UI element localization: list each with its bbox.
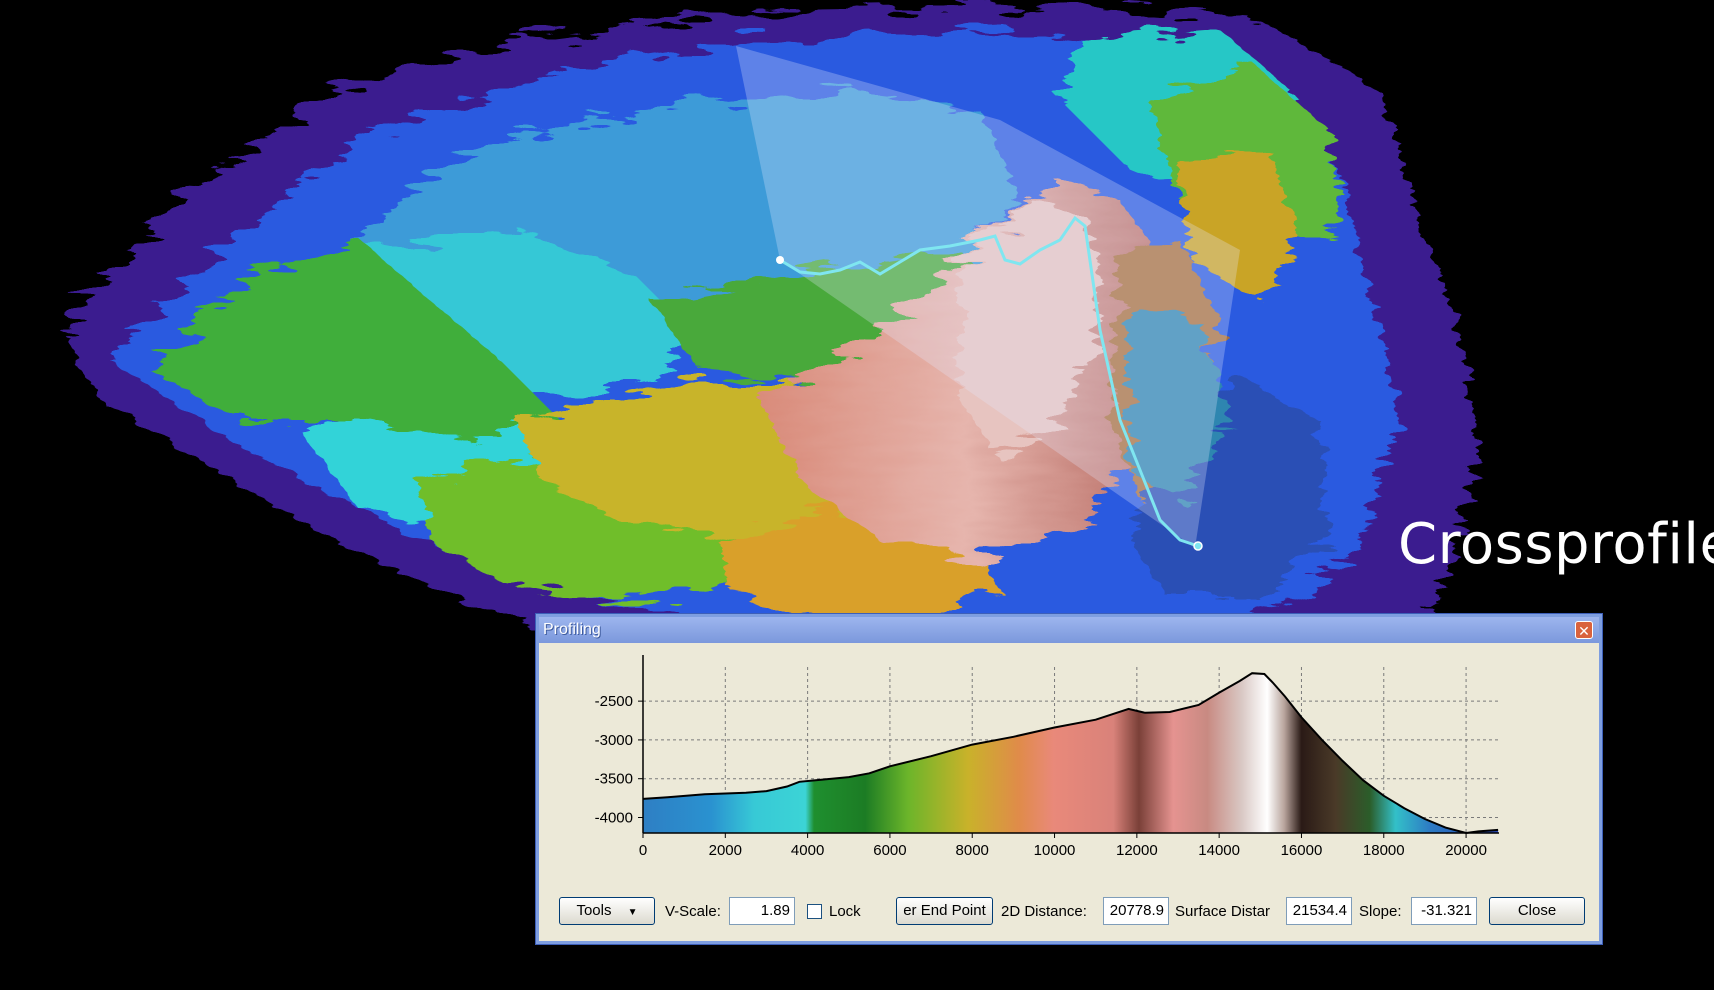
x-tick-label: 16000	[1281, 842, 1323, 859]
y-tick-label: -2500	[595, 693, 633, 710]
vscale-label: V-Scale:	[665, 903, 721, 920]
y-tick-label: -3500	[595, 771, 633, 788]
end-point-button[interactable]: er End Point	[896, 897, 993, 925]
y-tick-label: -3000	[595, 732, 633, 749]
chevron-down-icon: ▼	[627, 907, 638, 918]
profile-chart: -2500 -3000 -3500 -4000 0 2000 4000 6000 8000 10…	[595, 655, 1499, 859]
tools-dropdown[interactable]: Tools ▼	[559, 897, 655, 925]
x-tick-label: 12000	[1116, 842, 1158, 859]
window-title: Profiling	[543, 621, 601, 638]
profile-curtain	[736, 46, 1240, 548]
x-tick-label: 6000	[873, 842, 906, 859]
dist2d-field[interactable]: 20778.9	[1103, 897, 1169, 925]
chart-axes	[642, 655, 1499, 834]
crossprofile-caption: Crossprofile	[1398, 512, 1714, 577]
x-tick-label: 10000	[1034, 842, 1076, 859]
dist2d-label: 2D Distance:	[1001, 903, 1087, 920]
lock-label: Lock	[829, 903, 861, 920]
surface-distance-field[interactable]: 21534.4	[1286, 897, 1352, 925]
x-tick-label: 20000	[1445, 842, 1487, 859]
close-x-icon[interactable]: ✕	[1575, 621, 1593, 639]
close-button[interactable]: Close	[1489, 897, 1585, 925]
x-tick-label: 4000	[791, 842, 824, 859]
y-tick-label: -4000	[595, 809, 633, 826]
profile-start-point[interactable]	[776, 256, 784, 264]
x-tick-label: 14000	[1198, 842, 1240, 859]
profile-path[interactable]	[779, 215, 1199, 548]
lock-checkbox[interactable]	[807, 904, 822, 919]
x-tick-label: 2000	[709, 842, 742, 859]
profiling-window: Profiling ✕	[536, 614, 1602, 944]
profiling-toolbar: Tools ▼ V-Scale: 1.89 Lock er End Point …	[539, 897, 1599, 931]
slope-label: Slope:	[1359, 903, 1402, 920]
profile-area	[643, 673, 1499, 833]
window-titlebar[interactable]: Profiling ✕	[539, 617, 1599, 643]
x-tick-label: 8000	[956, 842, 989, 859]
tools-label: Tools	[576, 902, 612, 919]
profile-outline	[642, 672, 1499, 835]
surface-distance-label: Surface Distar	[1175, 903, 1271, 920]
x-tick-label: 18000	[1363, 842, 1405, 859]
profile-end-point[interactable]	[1193, 541, 1203, 551]
x-tick-label: 0	[639, 842, 647, 859]
vscale-input[interactable]: 1.89	[729, 897, 795, 925]
slope-field[interactable]: -31.321	[1411, 897, 1477, 925]
